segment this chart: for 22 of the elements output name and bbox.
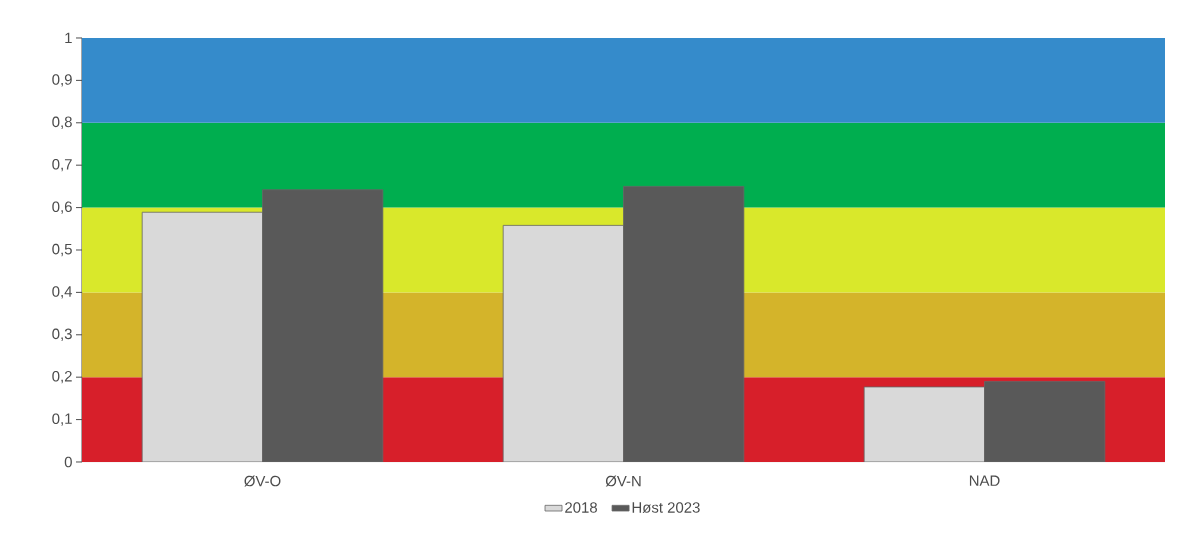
y-tick-label: 0 [64,456,72,468]
bar [623,185,745,462]
y-tick-label: 0,9 [52,74,72,87]
bar [863,386,985,462]
y-tick-label: 0,4 [52,286,73,299]
bar [262,189,384,462]
y-tick-label: 0,6 [52,201,72,214]
y-tick-label: 0,2 [52,371,72,384]
bar [141,211,263,462]
y-tick-label: 0,7 [52,159,72,172]
legend-label: Høst 2023 [632,502,700,513]
y-tick-label: 0,5 [52,243,72,257]
y-tick-label: 1 [65,32,72,44]
y-tick-label: 0,3 [52,328,72,341]
bar [502,224,624,462]
x-tick-label: NAD [969,475,1000,486]
x-tick-label: ØV-N [605,475,641,487]
y-tick-label: 0,8 [52,116,72,129]
bar [984,381,1106,462]
x-tick-label: ØV-O [244,475,281,487]
legend-label: 2018 [565,502,597,513]
y-tick-label: 0,1 [52,413,72,426]
